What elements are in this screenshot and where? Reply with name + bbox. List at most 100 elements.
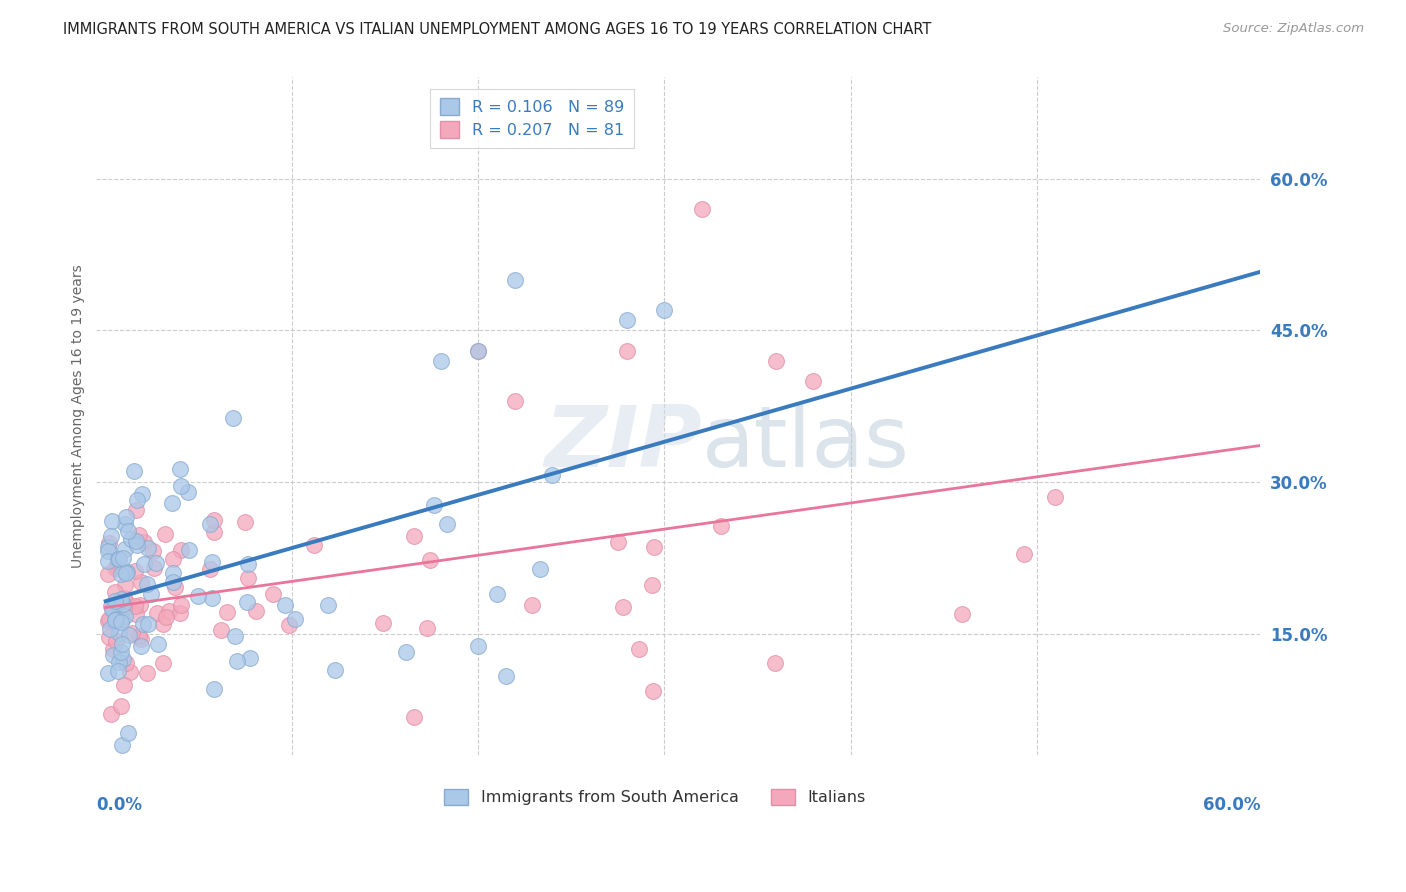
Point — [278, 617, 301, 632]
Point — [160, 496, 183, 510]
Y-axis label: Unemployment Among Ages 16 to 19 years: Unemployment Among Ages 16 to 19 years — [72, 265, 86, 568]
Point — [104, 594, 127, 608]
Point — [100, 706, 122, 721]
Point — [415, 621, 437, 635]
Point — [105, 560, 128, 574]
Point — [104, 613, 127, 627]
Point — [690, 202, 713, 216]
Point — [98, 536, 121, 550]
Point — [101, 648, 124, 663]
Point — [125, 607, 148, 621]
Text: Source: ZipAtlas.com: Source: ZipAtlas.com — [1223, 22, 1364, 36]
Point — [114, 542, 136, 557]
Point — [107, 598, 129, 612]
Point — [236, 595, 259, 609]
Point — [104, 615, 127, 629]
Point — [110, 615, 132, 629]
Point — [395, 645, 418, 659]
Point — [641, 684, 664, 698]
Point — [217, 605, 239, 619]
Point — [107, 604, 129, 618]
Point — [765, 353, 787, 368]
Point — [187, 590, 209, 604]
Point — [202, 681, 225, 696]
Point — [115, 595, 138, 609]
Point — [103, 604, 125, 618]
Point — [643, 540, 665, 554]
Point — [163, 580, 186, 594]
Point — [201, 591, 224, 605]
Point — [107, 655, 129, 669]
Text: 0.0%: 0.0% — [97, 796, 142, 814]
Point — [115, 510, 138, 524]
Point — [202, 525, 225, 540]
Point — [117, 725, 139, 739]
Point — [226, 654, 249, 668]
Text: atlas: atlas — [702, 402, 910, 485]
Point — [209, 623, 232, 637]
Text: 60.0%: 60.0% — [1204, 796, 1260, 814]
Point — [222, 411, 245, 425]
Point — [135, 577, 157, 591]
Point — [170, 542, 193, 557]
Point — [485, 587, 508, 601]
Point — [101, 642, 124, 657]
Point — [127, 492, 149, 507]
Point — [97, 554, 120, 568]
Point — [112, 591, 135, 605]
Point — [112, 652, 135, 666]
Point — [323, 663, 346, 677]
Point — [224, 629, 246, 643]
Point — [111, 597, 134, 611]
Point — [111, 638, 134, 652]
Point — [124, 564, 146, 578]
Point — [105, 612, 128, 626]
Point — [612, 599, 634, 614]
Point — [146, 637, 169, 651]
Point — [1043, 491, 1066, 505]
Point — [120, 532, 142, 546]
Point — [128, 629, 150, 643]
Point — [114, 608, 136, 623]
Point — [104, 585, 127, 599]
Point — [373, 616, 395, 631]
Point — [108, 625, 131, 640]
Point — [302, 538, 325, 552]
Point — [803, 374, 825, 388]
Point — [467, 343, 489, 358]
Point — [200, 516, 222, 531]
Point — [710, 519, 733, 533]
Point — [124, 599, 146, 613]
Point — [117, 524, 139, 539]
Point — [96, 614, 118, 628]
Point — [404, 710, 426, 724]
Point — [101, 602, 124, 616]
Point — [136, 616, 159, 631]
Legend: Immigrants from South America, Italians: Immigrants from South America, Italians — [437, 782, 872, 812]
Point — [436, 516, 458, 531]
Point — [115, 566, 138, 580]
Point — [262, 587, 284, 601]
Point — [1012, 547, 1035, 561]
Point — [153, 526, 176, 541]
Point — [104, 561, 127, 575]
Point — [128, 598, 150, 612]
Point — [202, 513, 225, 527]
Point — [162, 566, 184, 581]
Point — [169, 606, 191, 620]
Point — [114, 517, 136, 532]
Point — [131, 632, 153, 647]
Point — [641, 578, 664, 592]
Point — [141, 586, 163, 600]
Point — [132, 617, 155, 632]
Point — [96, 665, 118, 680]
Point — [201, 555, 224, 569]
Point — [467, 343, 489, 358]
Point — [505, 394, 527, 409]
Point — [284, 611, 307, 625]
Point — [146, 606, 169, 620]
Point — [423, 498, 446, 512]
Point — [124, 534, 146, 549]
Point — [239, 651, 262, 665]
Point — [112, 564, 135, 578]
